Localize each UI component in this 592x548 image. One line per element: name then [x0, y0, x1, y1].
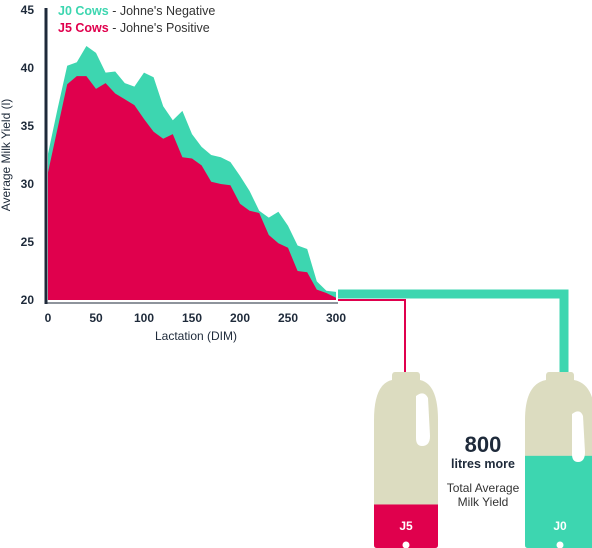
legend-entry-j0: J0 Cows - Johne's Negative — [58, 4, 215, 18]
x-axis-title: Lactation (DIM) — [155, 329, 237, 343]
difference-unit: litres more — [451, 457, 515, 471]
y-tick-label: 20 — [21, 293, 35, 307]
y-axis-title: Average Milk Yield (l) — [0, 99, 13, 212]
x-tick-label: 0 — [45, 311, 52, 325]
axes — [44, 8, 338, 304]
legend-j5-desc: - Johne's Positive — [109, 21, 210, 35]
caption-line-1: Total Average — [447, 481, 520, 495]
legend-j0-name: J0 Cows — [58, 4, 109, 18]
legend-entry-j5: J5 Cows - Johne's Positive — [58, 21, 210, 35]
legend: J0 Cows - Johne's Negative J5 Cows - Joh… — [58, 4, 215, 35]
x-tick-label: 200 — [230, 311, 250, 325]
y-tick-label: 40 — [21, 61, 35, 75]
plot-area — [48, 46, 336, 300]
x-tick-label: 50 — [89, 311, 103, 325]
y-tick-label: 30 — [21, 177, 35, 191]
j5-bottle-handle — [416, 393, 430, 446]
caption-line-2: Milk Yield — [458, 495, 509, 509]
x-tick-label: 300 — [326, 311, 346, 325]
j0-bottle-label: J0 — [553, 519, 567, 533]
j0-bottle-fill — [525, 455, 592, 548]
y-tick-label: 45 — [21, 3, 35, 17]
j5-milk-bottle: J5 — [374, 372, 438, 548]
j5-bottle-label: J5 — [399, 519, 413, 533]
j0-milk-bottle: J0 — [525, 372, 592, 548]
x-tick-label: 250 — [278, 311, 298, 325]
y-tick-labels: 20 25 30 35 40 45 — [21, 3, 35, 307]
legend-j5-name: J5 Cows — [58, 21, 109, 35]
x-tick-labels: 0 50 100 150 200 250 300 — [45, 311, 347, 325]
difference-number: 800 — [465, 432, 502, 457]
j0-bottle-notch — [556, 541, 564, 548]
summary: 800 litres more Total Average Milk Yield — [447, 432, 520, 509]
j0-bottle-handle — [572, 411, 585, 462]
x-tick-label: 100 — [134, 311, 154, 325]
j5-bottle-notch — [402, 541, 410, 548]
j5-area-series — [48, 76, 336, 300]
x-tick-label: 150 — [182, 311, 202, 325]
j5-bottle-fill — [374, 504, 438, 548]
y-tick-label: 25 — [21, 235, 35, 249]
y-tick-label: 35 — [21, 119, 35, 133]
legend-j0-desc: - Johne's Negative — [109, 4, 216, 18]
